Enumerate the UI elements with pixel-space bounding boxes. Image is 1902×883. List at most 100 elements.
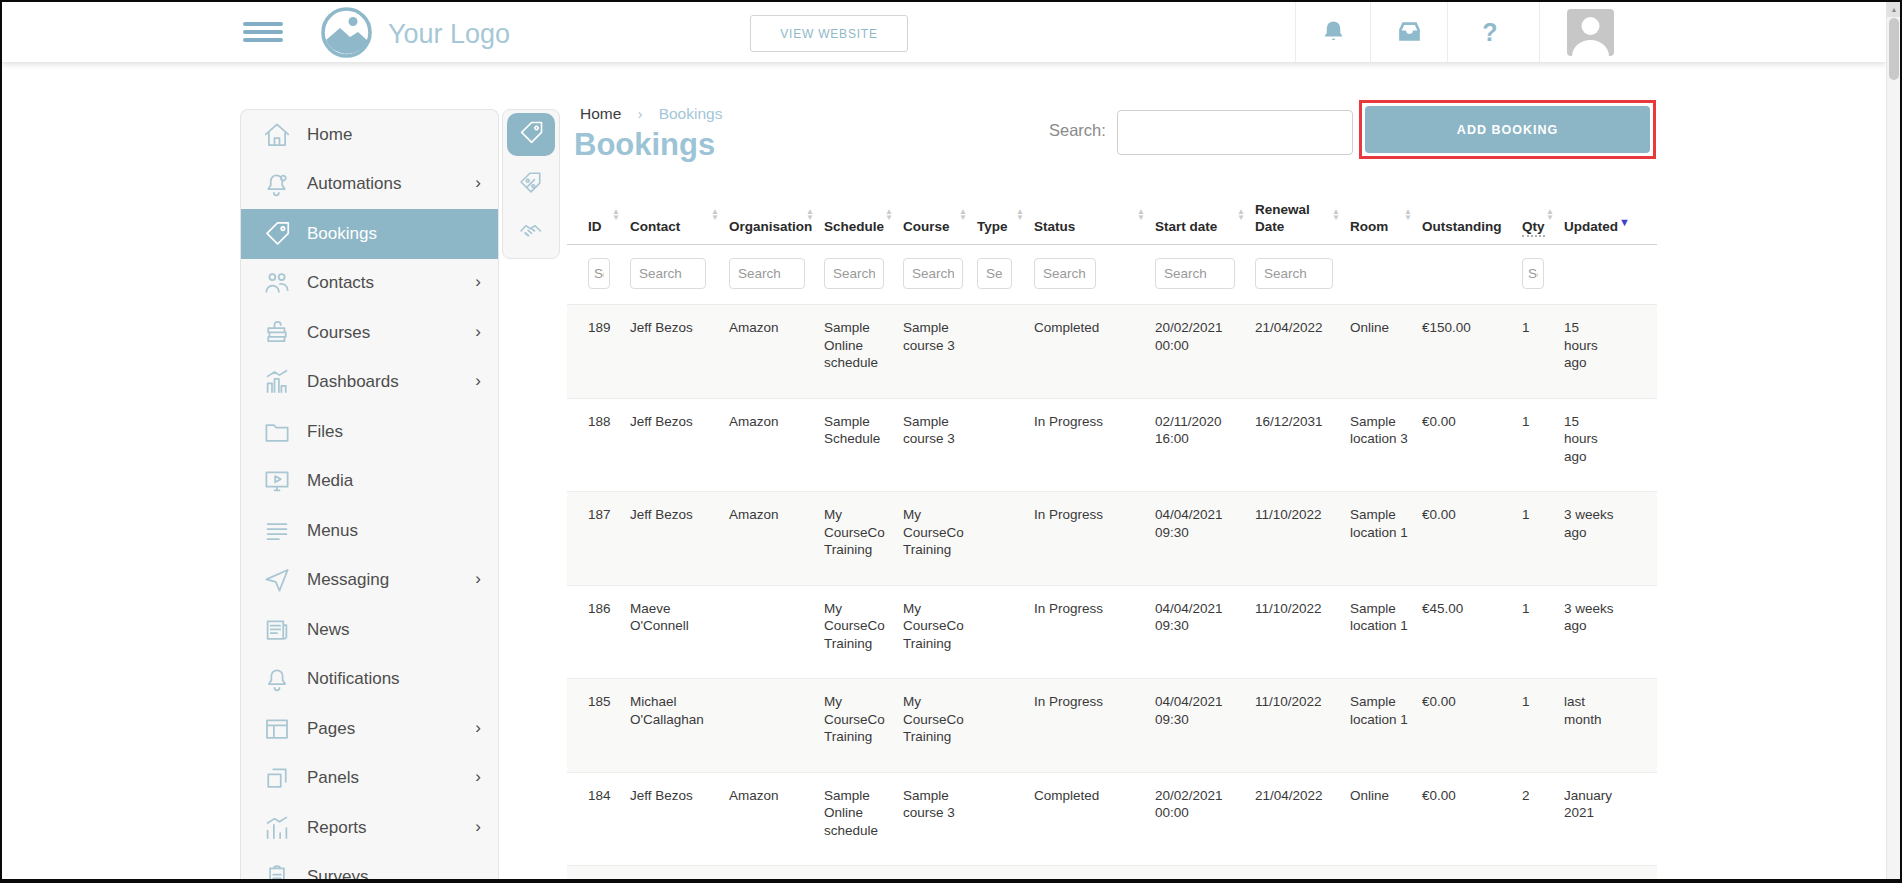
report-icon	[262, 813, 292, 843]
sidebar-item-news[interactable]: News	[241, 605, 498, 655]
column-header-organisation[interactable]: Organisation▲▼	[729, 218, 824, 235]
cell-course: Sample course 3	[903, 773, 977, 866]
cell-id: 189	[567, 305, 630, 398]
sidebar-item-home[interactable]: Home	[241, 110, 498, 160]
sidebar-item-pages[interactable]: Pages›	[241, 704, 498, 754]
filter-cell-schedule	[824, 258, 903, 289]
filter-cell-status	[1034, 258, 1155, 289]
chart-icon	[262, 367, 292, 397]
column-header-start_date[interactable]: Start date▲▼	[1155, 218, 1255, 235]
people-icon	[262, 268, 292, 298]
column-header-course[interactable]: Course▲▼	[903, 218, 977, 235]
cell-renewal_date: 11/10/2022	[1255, 679, 1350, 772]
booking-row-185[interactable]: 185Michael O'CallaghanMy CourseCo Traini…	[567, 679, 1657, 773]
cell-schedule: My CourseCo Training	[824, 492, 903, 585]
booking-row-189[interactable]: 189Jeff BezosAmazonSample Online schedul…	[567, 305, 1657, 399]
quickbar-bookings[interactable]	[503, 110, 559, 159]
cell-contact: Jeff Bezos	[630, 399, 729, 492]
cell-room: Sample location 1	[1350, 492, 1422, 585]
scrollbar-thumb[interactable]	[1889, 18, 1899, 80]
filter-cell-outstanding	[1422, 258, 1522, 289]
user-avatar[interactable]	[1567, 9, 1614, 56]
chevron-right-icon: ›	[475, 767, 481, 787]
cell-start_date: 20/02/2021 00:00	[1155, 305, 1255, 398]
booking-row-183[interactable]: 183Jeff BezosAmazonSample ScheduleSample…	[567, 866, 1657, 883]
booking-row-187[interactable]: 187Jeff BezosAmazonMy CourseCo TrainingM…	[567, 492, 1657, 586]
sidebar-item-messaging[interactable]: Messaging›	[241, 556, 498, 606]
question-icon[interactable]: ?	[1476, 18, 1504, 46]
column-header-type[interactable]: Type▲▼	[977, 218, 1034, 235]
panels-icon	[262, 763, 292, 793]
column-header-id[interactable]: ID▲▼	[567, 218, 630, 235]
quickbar-vouchers[interactable]	[503, 159, 559, 208]
sidebar-item-bookings[interactable]: Bookings	[241, 209, 498, 259]
filter-type-input[interactable]	[977, 258, 1012, 289]
sidebar-item-files[interactable]: Files	[241, 407, 498, 457]
page-scrollbar[interactable]: ▲	[1886, 2, 1900, 879]
cell-id: 187	[567, 492, 630, 585]
filter-schedule-input[interactable]	[824, 258, 884, 289]
sidebar-item-menus[interactable]: Menus	[241, 506, 498, 556]
cell-status: In Progress	[1034, 399, 1155, 492]
column-header-updated[interactable]: Updated▼	[1564, 218, 1644, 235]
bell-icon[interactable]	[1319, 18, 1347, 46]
cell-renewal_date: 16/12/2031	[1255, 399, 1350, 492]
filter-qty-input[interactable]	[1522, 258, 1544, 289]
cell-renewal_date: 11/10/2022	[1255, 492, 1350, 585]
cell-outstanding: €0.00	[1422, 399, 1522, 492]
booking-row-184[interactable]: 184Jeff BezosAmazonSample Online schedul…	[567, 773, 1657, 867]
logo[interactable]: Your Logo	[320, 6, 510, 63]
column-header-renewal_date[interactable]: Renewal Date▲▼	[1255, 201, 1350, 235]
sidebar-item-notifications[interactable]: Notifications	[241, 655, 498, 705]
sidebar-item-panels[interactable]: Panels ›	[241, 754, 498, 804]
filter-status-input[interactable]	[1034, 258, 1096, 289]
sidebar-item-label: Contacts	[307, 273, 374, 293]
sidebar-item-dashboards[interactable]: Dashboards›	[241, 358, 498, 408]
filter-course-input[interactable]	[903, 258, 963, 289]
column-header-contact[interactable]: Contact▲▼	[630, 218, 729, 235]
sidebar: HomeAutomations›BookingsContacts›Courses…	[240, 109, 499, 881]
cell-start_date: 04/04/2021 09:30	[1155, 679, 1255, 772]
breadcrumb-home[interactable]: Home	[580, 105, 621, 122]
sidebar-item-reports[interactable]: Reports›	[241, 803, 498, 853]
breadcrumb-current[interactable]: Bookings	[659, 105, 723, 122]
column-header-status[interactable]: Status▲▼	[1034, 218, 1155, 235]
sidebar-item-label: Surveys	[307, 867, 368, 881]
scroll-up-arrow-icon[interactable]: ▲	[1887, 2, 1901, 17]
sidebar-item-automations[interactable]: Automations›	[241, 160, 498, 210]
cell-start_date: 04/04/2021 09:30	[1155, 492, 1255, 585]
chevron-right-icon: ›	[475, 322, 481, 342]
filter-renewal_date-input[interactable]	[1255, 258, 1333, 289]
global-search-input[interactable]	[1117, 110, 1353, 155]
filter-start_date-input[interactable]	[1155, 258, 1235, 289]
sidebar-item-courses[interactable]: Courses›	[241, 308, 498, 358]
column-header-room[interactable]: Room▲▼	[1350, 218, 1422, 235]
inbox-icon[interactable]	[1395, 18, 1423, 46]
filter-organisation-input[interactable]	[729, 258, 805, 289]
booking-row-188[interactable]: 188Jeff BezosAmazonSample ScheduleSample…	[567, 399, 1657, 493]
view-website-button[interactable]: VIEW WEBSITE	[750, 15, 908, 52]
page-title: Bookings	[574, 127, 715, 163]
cell-type	[977, 399, 1034, 492]
column-header-qty[interactable]: Qty▲▼	[1522, 218, 1564, 235]
sidebar-item-media[interactable]: Media	[241, 457, 498, 507]
cell-room: Online	[1350, 305, 1422, 398]
hamburger-icon[interactable]	[243, 22, 283, 44]
sidebar-item-contacts[interactable]: Contacts›	[241, 259, 498, 309]
filter-id-input[interactable]	[588, 258, 610, 289]
cell-course: My CourseCo Training	[903, 492, 977, 585]
add-booking-button[interactable]: ADD BOOKING	[1365, 106, 1650, 153]
sort-carets-icon: ▲▼	[612, 209, 620, 221]
tag-icon	[517, 119, 545, 151]
cell-schedule: Sample Schedule	[824, 866, 903, 883]
sort-carets-icon: ▲▼	[1404, 209, 1412, 221]
house-icon	[262, 120, 292, 150]
quickbar-partners[interactable]	[503, 209, 559, 258]
column-header-schedule[interactable]: Schedule▲▼	[824, 218, 903, 235]
booking-row-186[interactable]: 186Maeve O'ConnellMy CourseCo TrainingMy…	[567, 586, 1657, 680]
cell-renewal_date: 16/12/2031	[1255, 866, 1350, 883]
filter-contact-input[interactable]	[630, 258, 706, 289]
sidebar-item-label: Panels	[307, 768, 359, 788]
sidebar-item-surveys[interactable]: Surveys	[241, 853, 498, 882]
cell-organisation: Amazon	[729, 399, 824, 492]
